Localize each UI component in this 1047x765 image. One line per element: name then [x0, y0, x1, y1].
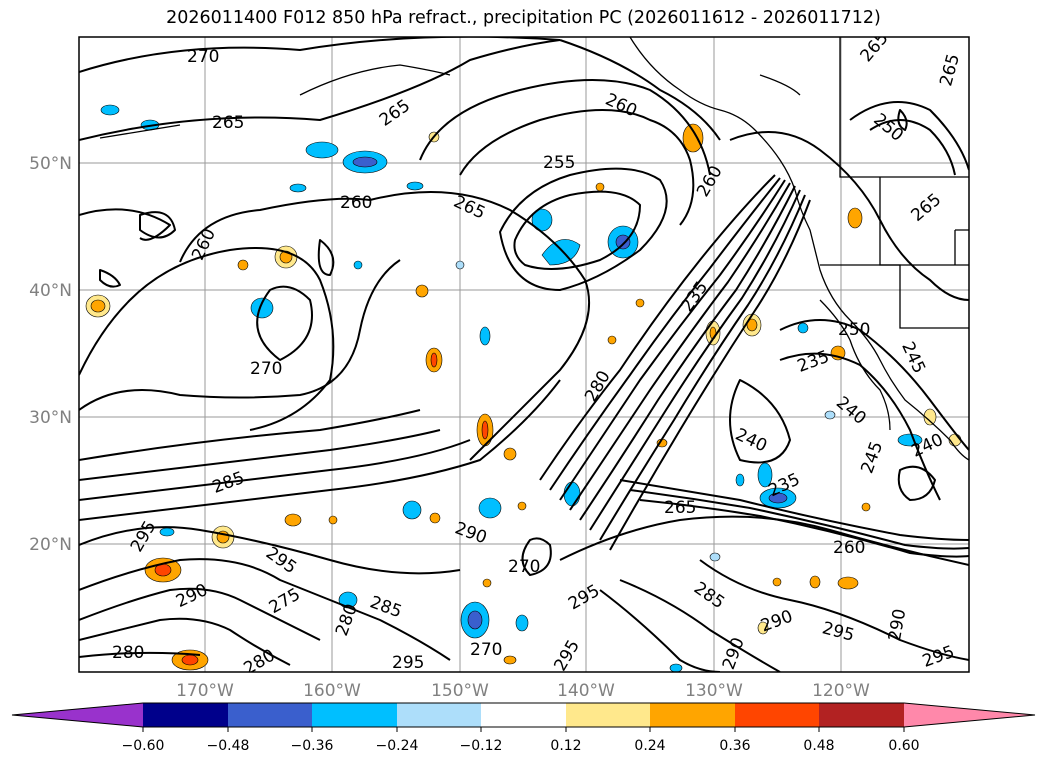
lat-label-40n: 40°N: [29, 281, 72, 301]
precip-shading: [85, 104, 962, 672]
colorbar-tick-label: −0.60: [122, 738, 165, 754]
contour-label: 260: [340, 193, 372, 213]
colorbar-segment: [143, 703, 228, 727]
contour-label: 265: [664, 498, 696, 518]
refractivity-contours: [79, 37, 969, 672]
colorbar-tick-label: 0.60: [888, 738, 919, 754]
colorbar: −0.60 −0.48 −0.36 −0.24 −0.12 0.12 0.24 …: [11, 702, 1036, 754]
colorbar-tick-label: 0.12: [550, 738, 581, 754]
longitude-labels: 170°W 160°W 150°W 140°W 130°W 120°W: [176, 681, 870, 701]
map-frame: [78, 36, 970, 673]
colorbar-tick-label: 0.36: [719, 738, 750, 754]
contour-label: 280: [112, 643, 144, 663]
lon-label-130w: 130°W: [685, 681, 743, 701]
colorbar-tick-label: 0.24: [634, 738, 665, 754]
lon-label-140w: 140°W: [557, 681, 615, 701]
colorbar-extend-min: [12, 703, 143, 727]
colorbar-segment: [228, 703, 312, 727]
contour-label: 295: [392, 653, 424, 673]
colorbar-tick-label: −0.24: [376, 738, 419, 754]
contour-label: 270: [470, 640, 502, 660]
lat-label-20n: 20°N: [29, 535, 72, 555]
colorbar-segment: [566, 703, 650, 727]
lon-label-150w: 150°W: [431, 681, 489, 701]
colorbar-segment: [650, 703, 735, 727]
coastline: [99, 37, 969, 461]
colorbar-tick-label: −0.36: [291, 738, 334, 754]
colorbar-tick-label: −0.48: [207, 738, 250, 754]
colorbar-segment: [735, 703, 819, 727]
contour-label: 260: [833, 538, 865, 558]
colorbar-segment: [312, 703, 397, 727]
contour-label: 250: [838, 320, 870, 340]
colorbar-segment: [481, 703, 566, 727]
lat-label-50n: 50°N: [29, 154, 72, 174]
colorbar-tick-label: 0.48: [803, 738, 834, 754]
lon-label-120w: 120°W: [812, 681, 870, 701]
colorbar-segment: [397, 703, 481, 727]
latitude-labels: 50°N 40°N 30°N 20°N: [29, 154, 72, 555]
map-title: 2026011400 F012 850 hPa refract., precip…: [166, 8, 881, 28]
lon-label-160w: 160°W: [303, 681, 361, 701]
lon-label-170w: 170°W: [176, 681, 234, 701]
contour-label: 270: [250, 359, 282, 379]
lat-label-30n: 30°N: [29, 408, 72, 428]
contour-label: 270: [508, 557, 540, 577]
colorbar-tick-label: −0.12: [460, 738, 503, 754]
contour-label: 255: [543, 153, 575, 173]
contour-label: 270: [187, 47, 219, 67]
colorbar-extend-max: [904, 703, 1035, 727]
contour-label: 265: [212, 113, 244, 133]
colorbar-segment: [819, 703, 904, 727]
